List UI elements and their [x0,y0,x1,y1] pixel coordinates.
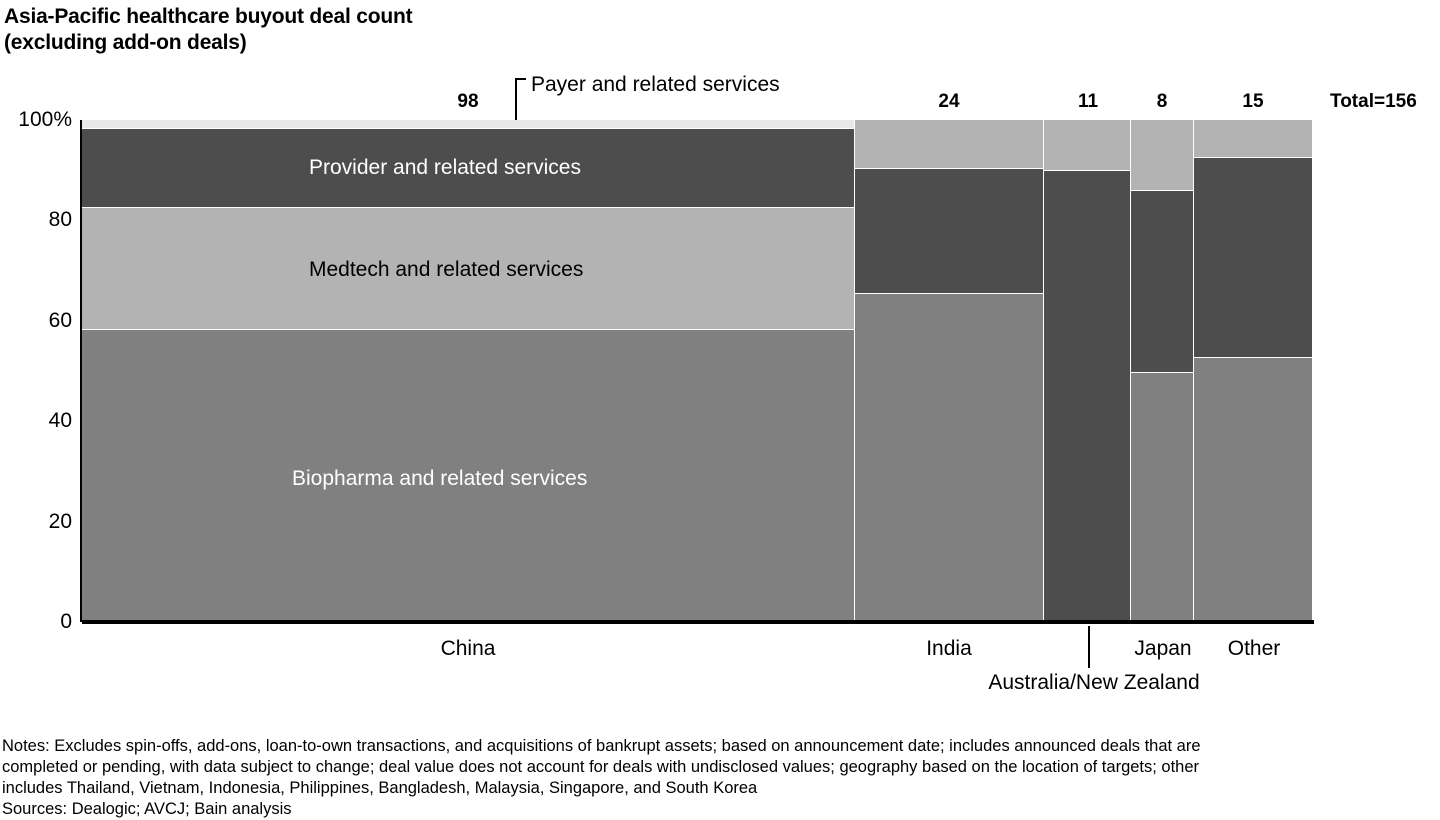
chart-title-line1: Asia-Pacific healthcare buyout deal coun… [4,5,413,28]
chart-title: Asia-Pacific healthcare buyout deal coun… [4,4,413,56]
column-other[interactable] [1194,120,1312,622]
notes-line-3: includes Thailand, Vietnam, Indonesia, P… [2,779,758,797]
y-tick-80: 80 [48,208,72,232]
segment-other-medtech[interactable] [1194,120,1312,158]
y-axis-tick-labels: 100% 80 60 40 20 0 [0,0,72,810]
segment-japan-provider[interactable] [1131,190,1194,372]
column-china[interactable] [82,120,855,622]
segment-india-medtech[interactable] [855,120,1044,169]
column-total-india: 24 [938,91,960,112]
payer-leader-line-horizontal [515,78,526,80]
notes-line-1: Notes: Excludes spin-offs, add-ons, loan… [2,737,1201,755]
footnotes: Notes: Excludes spin-offs, add-ons, loan… [2,736,1438,820]
segment-japan-medtech[interactable] [1131,120,1194,191]
marimekko-plot-area: Provider and related services Medtech an… [82,120,1312,622]
segment-other-biopharma[interactable] [1194,356,1312,622]
label-medtech-series: Medtech and related services [309,258,584,281]
y-tick-100: 100% [18,108,72,131]
segment-other-provider[interactable] [1194,157,1312,357]
column-total-anz: 11 [1077,91,1099,112]
y-tick-40: 40 [48,409,72,433]
x-label-india: India [926,637,972,660]
segment-anz-provider[interactable] [1044,170,1131,622]
notes-line-2: completed or pending, with data subject … [2,758,1200,776]
segment-china-biopharma[interactable] [82,328,855,622]
column-australia-new-zealand[interactable] [1044,120,1131,622]
label-biopharma-series: Biopharma and related services [292,467,588,490]
segment-anz-medtech[interactable] [1044,120,1131,171]
column-total-other: 15 [1242,91,1264,112]
payer-leader-line-vertical [515,78,517,124]
x-label-china: China [440,637,496,660]
y-axis-line [80,120,82,622]
x-label-australia-new-zealand: Australia/New Zealand [988,671,1200,694]
segment-china-medtech[interactable] [82,206,855,329]
column-india[interactable] [855,120,1044,622]
segment-india-biopharma[interactable] [855,293,1044,622]
y-tick-60: 60 [48,308,72,332]
label-provider-series: Provider and related services [309,156,581,179]
segment-china-provider[interactable] [82,128,855,207]
column-total-china: 98 [457,91,479,112]
x-label-japan: Japan [1134,637,1192,660]
grand-total-label: Total=156 [1330,91,1417,112]
segment-china-payer[interactable] [82,120,855,129]
segment-india-provider[interactable] [855,168,1044,294]
x-axis-baseline [82,620,1314,624]
y-tick-0: 0 [60,610,72,633]
y-tick-20: 20 [48,509,72,533]
column-total-japan: 8 [1156,91,1168,112]
segment-japan-biopharma[interactable] [1131,372,1194,622]
x-label-other: Other [1227,637,1281,660]
anz-leader-line [1088,626,1090,668]
chart-title-line2: (excluding add-on deals) [4,31,247,54]
payer-callout-label: Payer and related services [531,73,780,96]
column-japan[interactable] [1131,120,1194,622]
